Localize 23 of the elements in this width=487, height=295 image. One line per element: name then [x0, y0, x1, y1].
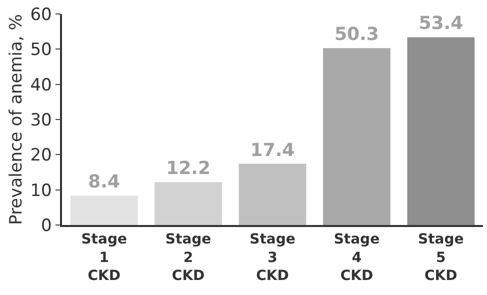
- x-tick-label: Stage 3 CKD: [250, 232, 296, 284]
- x-tick-label: Stage 2 CKD: [165, 232, 212, 284]
- bar: [70, 195, 138, 225]
- data-label: 17.4: [250, 140, 295, 161]
- bar: [407, 37, 475, 225]
- x-tick-label: Stage 1 CKD: [81, 232, 127, 284]
- data-label: 12.2: [166, 158, 211, 180]
- y-tick-label: 50: [30, 40, 52, 60]
- x-tick-label: Stage 4 CKD: [334, 232, 380, 284]
- y-tick-label: 20: [30, 146, 52, 166]
- data-label: 53.4: [418, 13, 464, 34]
- y-tick-label: 40: [30, 75, 52, 96]
- bar: [323, 48, 390, 225]
- data-label: 50.3: [334, 24, 379, 46]
- data-label: 8.4: [88, 171, 120, 192]
- bar: [154, 182, 222, 225]
- y-axis-title: Prevalence of anemia, %: [6, 14, 26, 225]
- bar: [238, 164, 306, 225]
- y-tick-label: 10: [30, 180, 52, 201]
- y-tick-label: 30: [30, 110, 52, 130]
- y-tick-label: 0: [41, 216, 52, 236]
- y-tick-label: 60: [30, 4, 52, 25]
- x-tick-label: Stage 5 CKD: [418, 232, 464, 284]
